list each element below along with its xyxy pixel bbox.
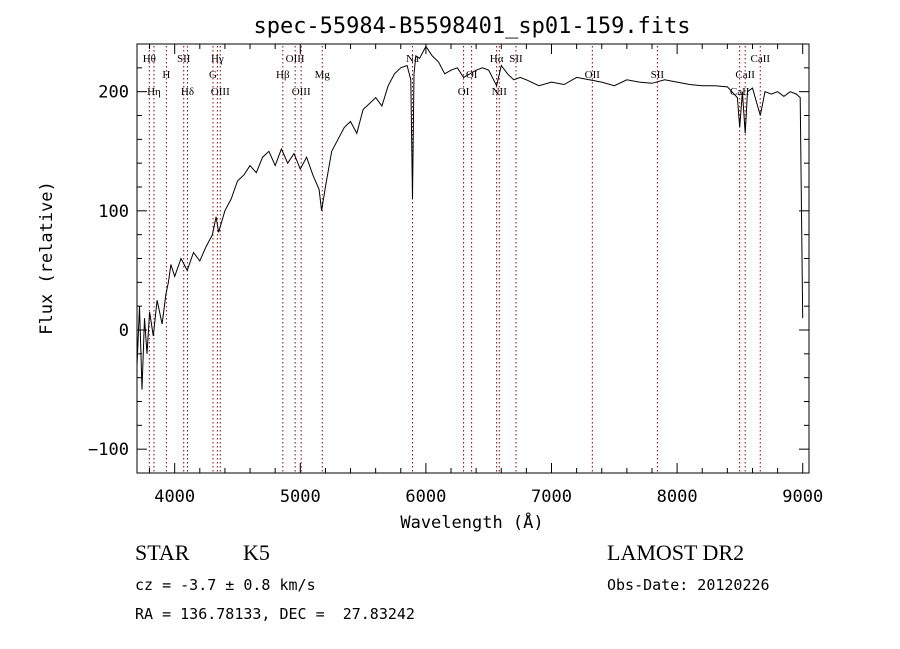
y-tick-label: 200 <box>98 83 129 103</box>
line-label: OI <box>458 86 470 98</box>
chart-title: spec-55984-B5598401_sp01-159.fits <box>253 14 690 39</box>
line-label: OIII <box>286 53 305 65</box>
obs-date-text: Obs-Date: 20120226 <box>607 576 770 594</box>
x-tick-label: 8000 <box>657 487 698 507</box>
line-label: SII <box>651 69 665 81</box>
line-label: Na <box>406 53 419 65</box>
x-tick-label: 7000 <box>531 487 572 507</box>
y-tick-label: −100 <box>88 440 129 460</box>
line-label: G <box>209 69 217 81</box>
line-label: Hα <box>490 53 504 65</box>
y-tick-label: 0 <box>119 321 129 341</box>
line-label: Hη <box>147 86 161 98</box>
line-label: OIII <box>211 86 230 98</box>
line-label: CaII <box>750 53 770 65</box>
y-axis: −100 0 100 200 <box>88 67 809 460</box>
x-axis-label: Wavelength (Å) <box>400 511 543 533</box>
line-label: Hθ <box>143 53 156 65</box>
spectral-line-labels: HθHηHSIIHδHγGOIIIHβOIIIOIIIMgNaOIOIHαNII… <box>143 53 771 98</box>
line-label: NII <box>492 86 508 98</box>
spectrum-series-line <box>136 45 804 390</box>
line-label: Hβ <box>276 69 290 81</box>
x-tick-label: 4000 <box>154 487 195 507</box>
line-label: OIII <box>292 86 311 98</box>
subclass-label: K5 <box>243 540 270 565</box>
x-tick-label: 6000 <box>405 487 446 507</box>
class-label: STAR <box>135 540 190 565</box>
x-axis: 4000 5000 6000 7000 8000 9000 <box>149 44 823 507</box>
line-label: Mg <box>315 69 331 81</box>
survey-label: LAMOST DR2 <box>607 540 744 565</box>
y-tick-label: 100 <box>98 202 129 222</box>
line-label: OII <box>585 69 601 81</box>
coordinates-text: RA = 136.78133, DEC = 27.83242 <box>135 605 415 623</box>
line-label: OI <box>466 69 478 81</box>
line-label: CaII <box>735 69 755 81</box>
plot-frame <box>136 43 810 474</box>
line-label: SII <box>509 53 523 65</box>
x-tick-label: 9000 <box>782 487 823 507</box>
line-label: H <box>162 69 170 81</box>
y-axis-label: Flux (relative) <box>37 181 57 335</box>
line-label: SII <box>177 53 191 65</box>
line-label: Hδ <box>181 86 194 98</box>
x-tick-label: 5000 <box>280 487 321 507</box>
spectral-line-markers <box>148 46 761 473</box>
redshift-text: cz = -3.7 ± 0.8 km/s <box>135 576 316 594</box>
line-label: Hγ <box>211 53 224 65</box>
